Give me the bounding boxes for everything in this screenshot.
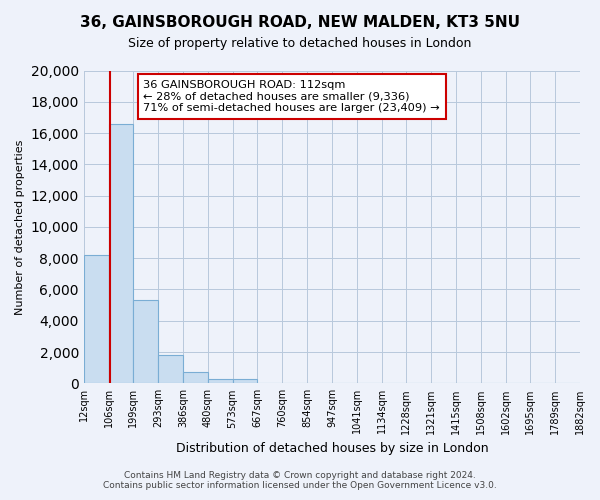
Bar [158,355,183,384]
Y-axis label: Number of detached properties: Number of detached properties [15,139,25,314]
Text: 36, GAINSBOROUGH ROAD, NEW MALDEN, KT3 5NU: 36, GAINSBOROUGH ROAD, NEW MALDEN, KT3 5… [80,15,520,30]
Text: Contains HM Land Registry data © Crown copyright and database right 2024.
Contai: Contains HM Land Registry data © Crown c… [103,470,497,490]
Bar [109,124,133,384]
Bar [84,255,109,384]
Bar [183,372,208,384]
X-axis label: Distribution of detached houses by size in London: Distribution of detached houses by size … [176,442,488,455]
Bar [208,379,233,384]
Text: Size of property relative to detached houses in London: Size of property relative to detached ho… [128,38,472,51]
Bar [233,380,257,384]
Text: 36 GAINSBOROUGH ROAD: 112sqm
← 28% of detached houses are smaller (9,336)
71% of: 36 GAINSBOROUGH ROAD: 112sqm ← 28% of de… [143,80,440,113]
Bar [133,300,158,384]
